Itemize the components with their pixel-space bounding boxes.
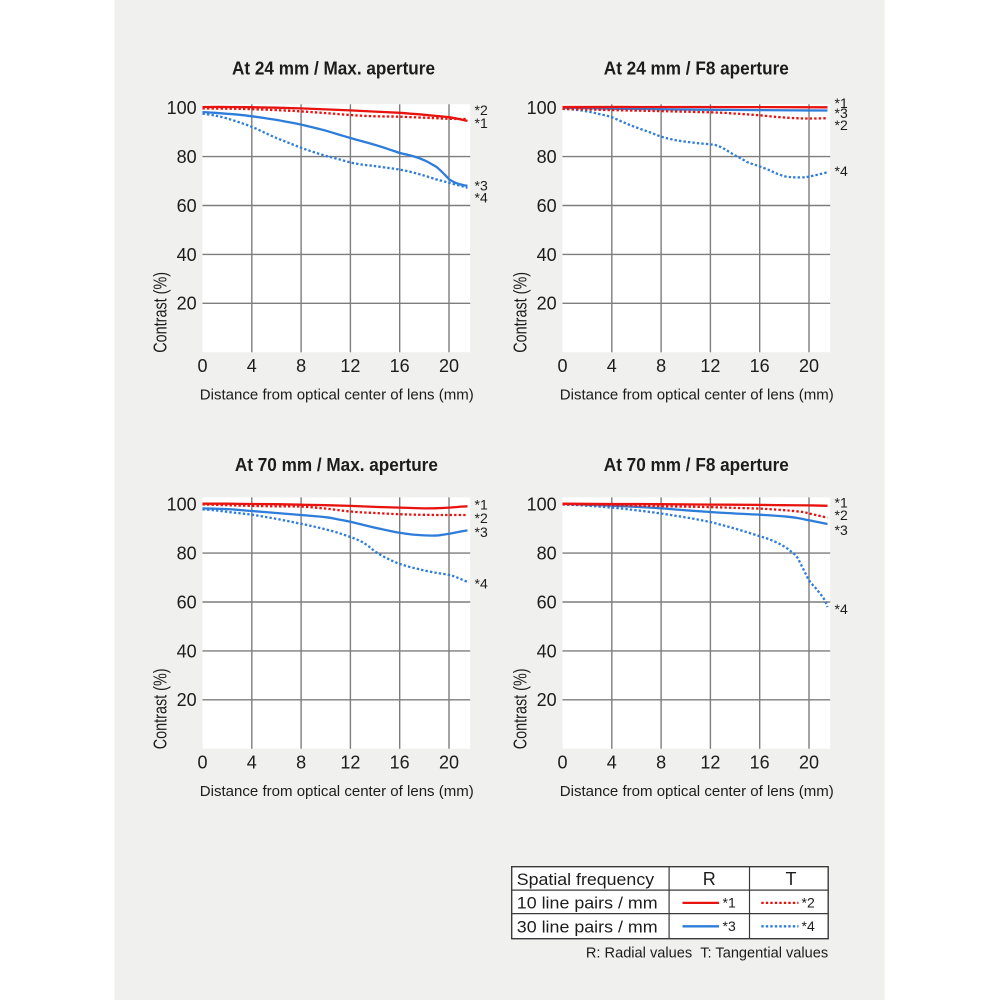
svg-text:0: 0 xyxy=(557,356,567,376)
svg-text:Contrast (%): Contrast (%) xyxy=(510,272,531,353)
svg-text:80: 80 xyxy=(537,147,557,167)
svg-text:0: 0 xyxy=(197,752,207,772)
svg-text:R: Radial values T: Tangentia: R: Radial values T: Tangential values xyxy=(586,946,828,962)
svg-text:*1: *1 xyxy=(475,115,488,131)
svg-text:100: 100 xyxy=(527,495,557,515)
svg-text:*2: *2 xyxy=(835,117,848,133)
svg-text:40: 40 xyxy=(537,245,557,265)
svg-text:*1: *1 xyxy=(723,895,736,911)
svg-text:20: 20 xyxy=(799,356,819,376)
svg-text:At 24 mm / F8 aperture: At 24 mm / F8 aperture xyxy=(604,58,789,78)
svg-text:*3: *3 xyxy=(475,178,488,194)
svg-text:At 70 mm / Max. aperture: At 70 mm / Max. aperture xyxy=(235,455,438,475)
svg-text:20: 20 xyxy=(799,752,819,772)
svg-text:0: 0 xyxy=(197,356,207,376)
svg-text:20: 20 xyxy=(537,294,557,314)
svg-text:*3: *3 xyxy=(723,918,736,934)
svg-text:4: 4 xyxy=(607,752,617,772)
svg-text:40: 40 xyxy=(177,245,197,265)
svg-text:4: 4 xyxy=(247,752,257,772)
svg-text:*3: *3 xyxy=(475,524,488,540)
svg-text:12: 12 xyxy=(340,356,360,376)
svg-text:*1: *1 xyxy=(835,494,848,510)
svg-text:60: 60 xyxy=(537,592,557,612)
svg-text:20: 20 xyxy=(177,690,197,710)
svg-text:*2: *2 xyxy=(475,102,488,118)
svg-text:12: 12 xyxy=(700,356,720,376)
svg-text:20: 20 xyxy=(537,690,557,710)
svg-text:Distance from optical center o: Distance from optical center of lens (mm… xyxy=(200,784,474,800)
svg-text:*4: *4 xyxy=(475,576,488,592)
svg-text:100: 100 xyxy=(527,98,557,118)
svg-text:60: 60 xyxy=(177,196,197,216)
svg-text:*3: *3 xyxy=(835,522,848,538)
svg-text:20: 20 xyxy=(439,356,459,376)
svg-text:60: 60 xyxy=(177,592,197,612)
svg-text:8: 8 xyxy=(656,752,666,772)
svg-text:*4: *4 xyxy=(475,189,488,205)
svg-text:8: 8 xyxy=(296,356,306,376)
svg-text:*4: *4 xyxy=(835,163,848,179)
svg-text:At 70 mm / F8 aperture: At 70 mm / F8 aperture xyxy=(604,455,789,475)
svg-text:8: 8 xyxy=(296,752,306,772)
svg-text:Contrast (%): Contrast (%) xyxy=(150,272,171,353)
svg-text:20: 20 xyxy=(177,294,197,314)
svg-text:8: 8 xyxy=(656,356,666,376)
svg-text:*4: *4 xyxy=(835,601,848,617)
svg-text:12: 12 xyxy=(340,752,360,772)
svg-text:*1: *1 xyxy=(475,497,488,513)
svg-text:Distance from optical center o: Distance from optical center of lens (mm… xyxy=(200,387,474,403)
svg-text:16: 16 xyxy=(750,356,770,376)
svg-text:30 line pairs / mm: 30 line pairs / mm xyxy=(517,917,658,936)
svg-text:*3: *3 xyxy=(835,105,848,121)
svg-text:Spatial frequency: Spatial frequency xyxy=(517,870,655,889)
svg-text:Contrast (%): Contrast (%) xyxy=(150,668,171,749)
svg-text:T: T xyxy=(786,869,797,889)
svg-text:At 24 mm / Max. aperture: At 24 mm / Max. aperture xyxy=(232,58,435,78)
svg-text:*4: *4 xyxy=(802,918,815,934)
svg-text:*1: *1 xyxy=(835,95,848,111)
svg-text:60: 60 xyxy=(537,196,557,216)
svg-text:Contrast (%): Contrast (%) xyxy=(510,668,531,749)
svg-text:Distance from optical center o: Distance from optical center of lens (mm… xyxy=(560,387,834,403)
svg-text:40: 40 xyxy=(177,641,197,661)
svg-text:16: 16 xyxy=(390,752,410,772)
svg-text:*2: *2 xyxy=(835,507,848,523)
svg-text:20: 20 xyxy=(439,752,459,772)
svg-text:16: 16 xyxy=(750,752,770,772)
svg-text:80: 80 xyxy=(177,544,197,564)
svg-text:0: 0 xyxy=(557,752,567,772)
svg-text:80: 80 xyxy=(537,544,557,564)
svg-text:40: 40 xyxy=(537,641,557,661)
svg-text:12: 12 xyxy=(700,752,720,772)
svg-text:16: 16 xyxy=(390,356,410,376)
svg-text:Distance from optical center o: Distance from optical center of lens (mm… xyxy=(560,784,834,800)
svg-text:*2: *2 xyxy=(802,895,815,911)
svg-text:4: 4 xyxy=(607,356,617,376)
svg-text:*2: *2 xyxy=(475,510,488,526)
svg-text:80: 80 xyxy=(177,147,197,167)
svg-text:100: 100 xyxy=(167,495,197,515)
svg-text:10 line pairs / mm: 10 line pairs / mm xyxy=(517,893,658,912)
svg-text:R: R xyxy=(703,869,716,889)
svg-text:100: 100 xyxy=(167,98,197,118)
svg-text:4: 4 xyxy=(247,356,257,376)
